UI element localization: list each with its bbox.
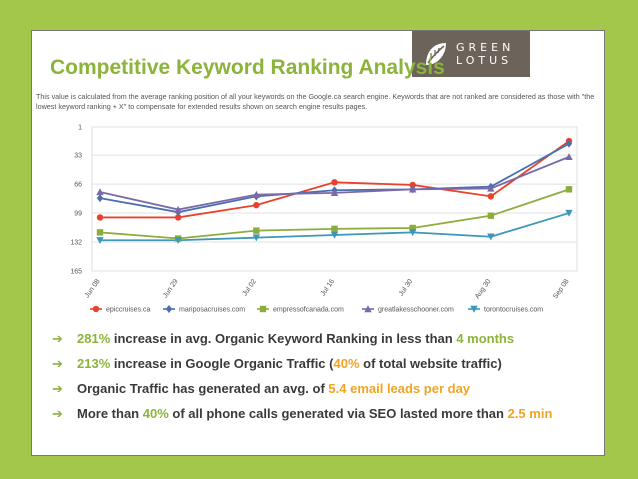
bullet-text-mid: of all phone calls generated via SEO las… xyxy=(168,406,508,421)
bullet-text-post: of total website traffic) xyxy=(359,356,502,371)
data-point xyxy=(174,237,182,244)
y-tick-label: 33 xyxy=(74,153,82,160)
data-point xyxy=(96,194,104,203)
data-point xyxy=(487,212,495,219)
bullet-text-pre: More than xyxy=(77,406,143,421)
legend-label: torontocruises.com xyxy=(484,307,543,314)
data-point xyxy=(96,237,104,244)
plot-area xyxy=(91,126,578,272)
data-point xyxy=(487,233,495,241)
data-point xyxy=(174,214,182,221)
x-tick-label: Jun 08 xyxy=(84,278,102,299)
data-point xyxy=(252,234,261,242)
data-point xyxy=(330,231,339,239)
bullet-text-pre: Organic Traffic has generated an avg. of xyxy=(77,381,329,396)
legend-label: mariposacruises.com xyxy=(179,307,245,314)
data-point xyxy=(331,179,338,186)
data-point xyxy=(96,229,104,236)
bullet-highlight: 2.5 min xyxy=(507,406,553,421)
data-point xyxy=(330,189,339,197)
data-point xyxy=(174,205,182,213)
bullet-highlight: 40% xyxy=(142,406,169,421)
logo-text: GREEN LOTUS xyxy=(456,41,514,67)
arrow-right-icon: ➔ xyxy=(52,406,63,421)
data-point xyxy=(470,305,478,313)
bullet-item: ➔ Organic Traffic has generated an avg. … xyxy=(52,379,602,398)
data-point xyxy=(331,225,338,233)
data-point xyxy=(259,305,267,313)
data-point xyxy=(96,188,104,196)
legend-label: epiccruises.ca xyxy=(106,307,150,314)
data-point xyxy=(409,181,416,189)
bullet-list: ➔ 281% increase in avg. Organic Keyword … xyxy=(52,329,602,429)
data-point xyxy=(487,193,495,200)
x-tick-label: Jul 30 xyxy=(398,278,415,297)
data-point xyxy=(92,305,100,313)
data-point xyxy=(408,229,417,237)
arrow-right-icon: ➔ xyxy=(52,381,63,396)
bullet-text-mid: increase in Google Organic Traffic ( xyxy=(110,356,334,371)
legend-label: empressofcanada.com xyxy=(273,307,344,314)
data-point xyxy=(252,190,261,198)
bullet-highlight: 5.4 email leads per day xyxy=(328,381,471,396)
data-point xyxy=(96,214,104,221)
bullet-highlight: 4 months xyxy=(456,331,515,346)
lotus-leaf-icon xyxy=(426,43,446,65)
logo-line-2: LOTUS xyxy=(456,54,513,67)
x-tick-label: Aug 30 xyxy=(474,278,493,300)
arrow-right-icon: ➔ xyxy=(52,331,63,346)
logo-line-1: GREEN xyxy=(456,41,515,54)
green-lotus-logo: GREEN LOTUS xyxy=(412,31,530,77)
bullet-highlight: 281% xyxy=(77,331,111,346)
page-title: Competitive Keyword Ranking Analysis xyxy=(50,56,445,79)
y-tick-label: 66 xyxy=(74,182,82,189)
data-point xyxy=(165,305,173,313)
data-point xyxy=(565,186,573,193)
bullet-item: ➔ More than 40% of all phone calls gener… xyxy=(52,404,602,423)
chart-description: This value is calculated from the averag… xyxy=(36,92,595,111)
legend-label: greatlakesschooner.com xyxy=(378,307,454,314)
data-point xyxy=(409,224,416,232)
data-point xyxy=(565,153,573,161)
y-tick-label: 1 xyxy=(78,125,82,132)
bullet-highlight: 40% xyxy=(333,356,360,371)
data-point xyxy=(253,227,260,234)
data-point xyxy=(487,184,495,192)
x-tick-label: Jul 02 xyxy=(242,278,259,297)
x-tick-label: Jun 29 xyxy=(162,278,180,299)
data-point xyxy=(253,201,260,209)
y-tick-label: 132 xyxy=(70,240,82,247)
bullet-highlight: 213% xyxy=(77,356,111,371)
data-point xyxy=(565,209,573,217)
data-point xyxy=(408,185,417,193)
arrow-right-icon: ➔ xyxy=(52,356,63,371)
data-point xyxy=(565,139,573,148)
slide: GREEN LOTUS Competitive Keyword Ranking … xyxy=(31,30,605,456)
y-tick-label: 99 xyxy=(74,211,82,218)
data-point xyxy=(364,305,372,313)
y-tick-label: 165 xyxy=(70,269,82,276)
x-tick-label: Sep 08 xyxy=(552,278,571,300)
bullet-item: ➔ 281% increase in avg. Organic Keyword … xyxy=(52,329,602,348)
bullet-text-mid: increase in avg. Organic Keyword Ranking… xyxy=(110,331,457,346)
x-tick-label: Jul 16 xyxy=(320,278,337,297)
bullet-item: ➔ 213% increase in Google Organic Traffi… xyxy=(52,354,602,373)
